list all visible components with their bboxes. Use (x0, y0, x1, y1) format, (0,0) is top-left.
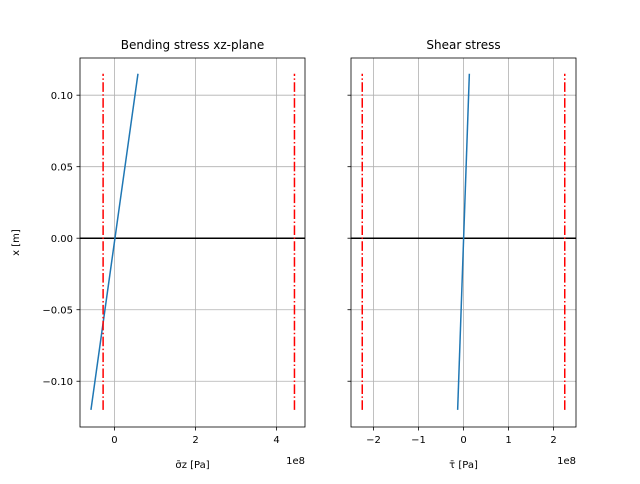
x-tick-label: 0 (111, 435, 117, 446)
x-tick-label: 1 (505, 435, 511, 446)
y-tick-label: −0.10 (42, 377, 73, 388)
y-axis-label: x [m] (11, 229, 22, 256)
bending-stress-panel: 0 2 4 −0.10 −0.05 0.00 0.05 0.10 Bending stress … (11, 38, 306, 471)
x-axis-label: τ̄ [Pa] (449, 460, 478, 471)
stress-line (456, 73, 471, 410)
x-tick-label: 4 (273, 435, 279, 446)
x-tick-label: −2 (366, 435, 381, 446)
x-axis-label: σ̄z [Pa] (175, 460, 209, 471)
shear-stress-panel: −2 −1 0 1 2 Shear stress τ̄ [Pa] 1e8 (347, 38, 577, 471)
y-tick-label: 0.10 (51, 91, 73, 102)
panel-title: Shear stress (426, 38, 500, 52)
x-tick-label: 2 (192, 435, 198, 446)
x-offset-label: 1e8 (557, 456, 576, 467)
x-tick-label: −1 (411, 435, 426, 446)
y-tick-label: −0.05 (42, 305, 73, 316)
y-tick-label: 0.00 (51, 234, 73, 245)
y-tick-label: 0.05 (51, 162, 73, 173)
panel-title: Bending stress xz-plane (121, 38, 265, 52)
x-offset-label: 1e8 (286, 456, 305, 467)
x-tick-label: 0 (460, 435, 466, 446)
stress-line (90, 73, 139, 410)
axes-frame (79, 57, 306, 428)
x-tick-label: 2 (550, 435, 556, 446)
